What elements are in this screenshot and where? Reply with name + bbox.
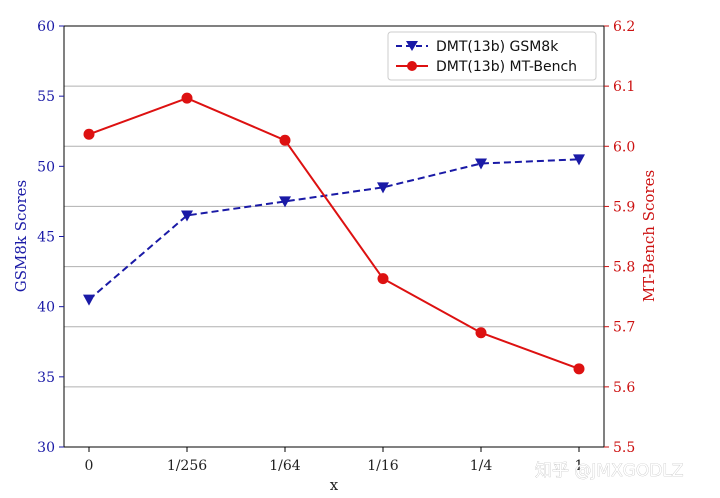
data-point-mtbench [279,134,291,146]
x-tick-label: 1 [575,458,584,474]
right-tick-label: 5.6 [613,380,635,396]
legend-marker-mtbench [407,61,417,71]
series-line-gsm8k [88,158,580,301]
watermark: 知乎 @JMXGODLZ [535,461,684,481]
data-point-gsm8k [83,294,95,306]
x-axis: 0 1/256 1/64 1/16 1/4 1 [85,447,584,474]
data-point-gsm8k [377,182,389,194]
data-point-gsm8k [181,210,193,222]
legend-marker-gsm8k [406,41,418,51]
left-axis-label: GSM8k Scores [12,180,30,292]
right-tick-label: 5.8 [613,260,635,276]
left-tick-label: 60 [37,19,55,35]
data-point-mtbench [475,327,487,339]
data-point-gsm8k [573,154,585,166]
legend-box [387,31,597,81]
series-line-mtbench [88,97,580,370]
right-tick-label: 5.7 [613,320,635,336]
left-tick-label: 55 [37,89,55,105]
data-point-mtbench [573,363,585,375]
left-tick-label: 45 [37,230,55,246]
right-tick-label: 6.0 [613,139,635,155]
legend-label-mtbench: DMT(13b) MT-Bench [436,59,577,75]
series-layer [83,92,585,375]
data-point-mtbench [377,273,389,285]
data-point-gsm8k [279,196,291,208]
x-tick-label: 1/64 [269,458,301,474]
x-tick-label: 1/256 [167,458,207,474]
data-point-mtbench [181,92,193,104]
x-tick-label: 1/16 [367,458,399,474]
x-tick-label: 1/4 [470,458,493,474]
legend-label-gsm8k: DMT(13b) GSM8k [436,39,559,55]
left-tick-label: 40 [37,300,55,316]
right-tick-label: 5.9 [613,199,635,215]
right-tick-label: 6.1 [613,79,635,95]
x-axis-label: x [330,476,339,494]
x-tick-label: 0 [85,458,94,474]
right-axis-label: MT-Bench Scores [640,170,658,302]
right-tick-label: 6.2 [613,19,635,35]
data-point-mtbench [83,128,95,140]
grid-lines [64,85,604,388]
left-tick-label: 30 [37,440,55,456]
right-y-axis: 5.5 5.6 5.7 5.8 5.9 6.0 6.1 6.2 [604,19,635,456]
left-tick-label: 50 [37,159,55,175]
legend: DMT(13b) GSM8k DMT(13b) MT-Bench [387,31,597,81]
plot-frame [63,25,605,448]
data-point-gsm8k [475,158,487,170]
left-y-axis: 30 35 40 45 50 55 60 [37,19,64,456]
left-tick-label: 35 [37,370,55,386]
right-tick-label: 5.5 [613,440,635,456]
